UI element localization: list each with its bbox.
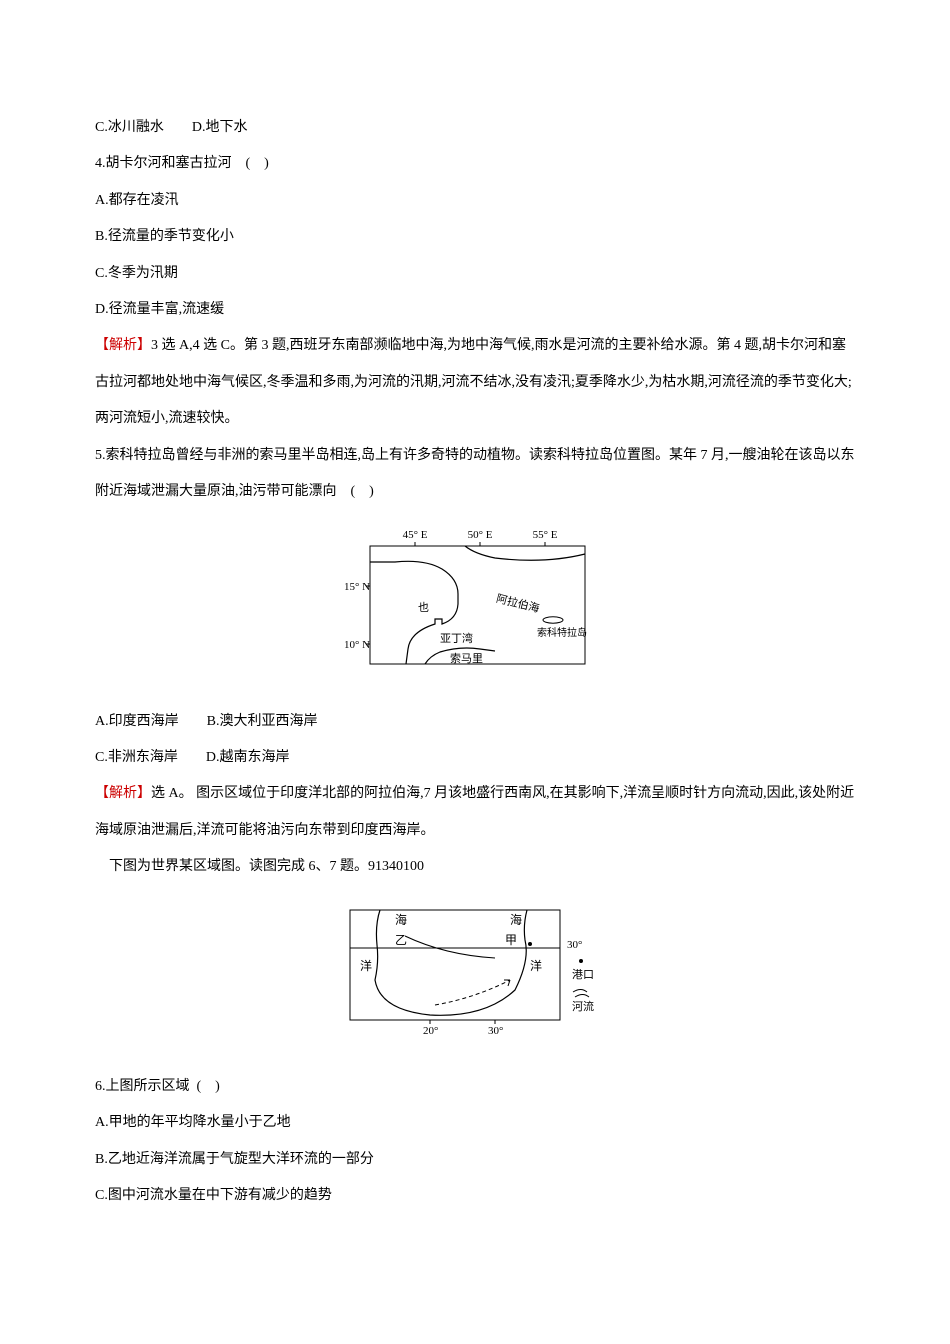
q5-option-d: D.越南东海岸	[206, 750, 290, 765]
fig2-oceanR: 洋	[530, 958, 542, 973]
fig1-lat15: 15° N	[344, 581, 370, 593]
q5-option-b: B.澳大利亚西海岸	[207, 714, 318, 729]
fig1-lon45: 45° E	[403, 529, 428, 541]
q5-option-c: C.非洲东海岸	[95, 750, 178, 765]
q6-option-a: A.甲地的年平均降水量小于乙地	[95, 1105, 855, 1141]
fig1-somalia: 索马里	[450, 651, 483, 665]
q5-stem: 5.索科特拉岛曾经与非洲的索马里半岛相连,岛上有许多奇特的动植物。读索科特拉岛位…	[95, 438, 855, 511]
fig2-jia: 甲	[505, 933, 517, 947]
fig2-port: 港口	[572, 968, 594, 981]
q4-stem: 4.胡卡尔河和塞古拉河 ( )	[95, 146, 855, 182]
explain-label-5: 【解析】	[95, 786, 151, 801]
figure-1-wrap: 45° E 50° E 55° E 15° N 10° N 也 亚丁湾 索马里 …	[95, 524, 855, 689]
q6-option-c: C.图中河流水量在中下游有减少的趋势	[95, 1178, 855, 1214]
fig1-lat10: 10° N	[344, 639, 370, 651]
fig1-aden: 亚丁湾	[440, 631, 473, 645]
fig2-river: 河流	[572, 999, 594, 1013]
q4-option-a: A.都存在凌汛	[95, 183, 855, 219]
fig1-island: 索科特拉岛	[537, 626, 587, 639]
q5-option-a: A.印度西海岸	[95, 714, 179, 729]
q4-option-b: B.径流量的季节变化小	[95, 219, 855, 255]
explanation-34: 【解析】3 选 A,4 选 C。第 3 题,西班牙东南部濒临地中海,为地中海气候…	[95, 328, 855, 437]
fig2-lat30: 30°	[567, 939, 582, 951]
fig2-yi: 乙	[395, 933, 407, 947]
fig2-seaR: 海	[510, 912, 522, 927]
q5-options-ab: A.印度西海岸 B.澳大利亚西海岸	[95, 704, 855, 740]
fig1-lon50: 50° E	[468, 529, 493, 541]
fig1-lon55: 55° E	[533, 529, 558, 541]
q3-options-cd: C.冰川融水 D.地下水	[95, 110, 855, 146]
explain-body: 3 选 A,4 选 C。第 3 题,西班牙东南部濒临地中海,为地中海气候,雨水是…	[95, 338, 852, 426]
explain-label: 【解析】	[95, 338, 151, 353]
q6-option-b: B.乙地近海洋流属于气旋型大洋环流的一部分	[95, 1142, 855, 1178]
fig2-oceanL: 洋	[360, 958, 372, 973]
figure-2-map: 海 海 洋 洋 乙 甲 30° 20° 30° 港口 河流	[335, 900, 615, 1040]
q5-options-cd: C.非洲东海岸 D.越南东海岸	[95, 740, 855, 776]
q4-option-d: D.径流量丰富,流速缓	[95, 292, 855, 328]
fig2-lon30: 30°	[488, 1025, 503, 1037]
fig2-lon20: 20°	[423, 1025, 438, 1037]
figure-2-wrap: 海 海 洋 洋 乙 甲 30° 20° 30° 港口 河流	[95, 900, 855, 1055]
explain-body-5: 选 A。 图示区域位于印度洋北部的阿拉伯海,7 月该地盛行西南风,在其影响下,洋…	[95, 786, 854, 837]
q3-option-c: C.冰川融水	[95, 120, 164, 135]
explanation-5: 【解析】选 A。 图示区域位于印度洋北部的阿拉伯海,7 月该地盛行西南风,在其影…	[95, 776, 855, 849]
figure-1-map: 45° E 50° E 55° E 15° N 10° N 也 亚丁湾 索马里 …	[340, 524, 610, 674]
fig1-ye: 也	[418, 601, 429, 614]
q4-option-c: C.冬季为汛期	[95, 256, 855, 292]
page-content: C.冰川融水 D.地下水 4.胡卡尔河和塞古拉河 ( ) A.都存在凌汛 B.径…	[0, 0, 950, 1275]
fig2-seaL: 海	[395, 912, 407, 927]
q6-stem: 6.上图所示区域 ( )	[95, 1069, 855, 1105]
intro-67: 下图为世界某区域图。读图完成 6、7 题。91340100	[95, 849, 855, 885]
q3-option-d: D.地下水	[192, 120, 248, 135]
